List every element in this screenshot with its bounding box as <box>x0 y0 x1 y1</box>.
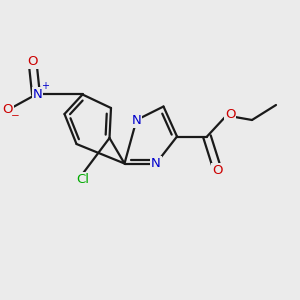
Text: O: O <box>212 164 223 178</box>
Text: Cl: Cl <box>76 173 89 186</box>
Text: O: O <box>28 55 38 68</box>
Text: N: N <box>33 88 42 101</box>
Text: N: N <box>132 113 141 127</box>
Text: N: N <box>151 157 161 170</box>
Text: +: + <box>41 81 49 91</box>
Text: −: − <box>11 111 20 122</box>
Text: O: O <box>225 107 236 121</box>
Text: O: O <box>2 103 13 116</box>
